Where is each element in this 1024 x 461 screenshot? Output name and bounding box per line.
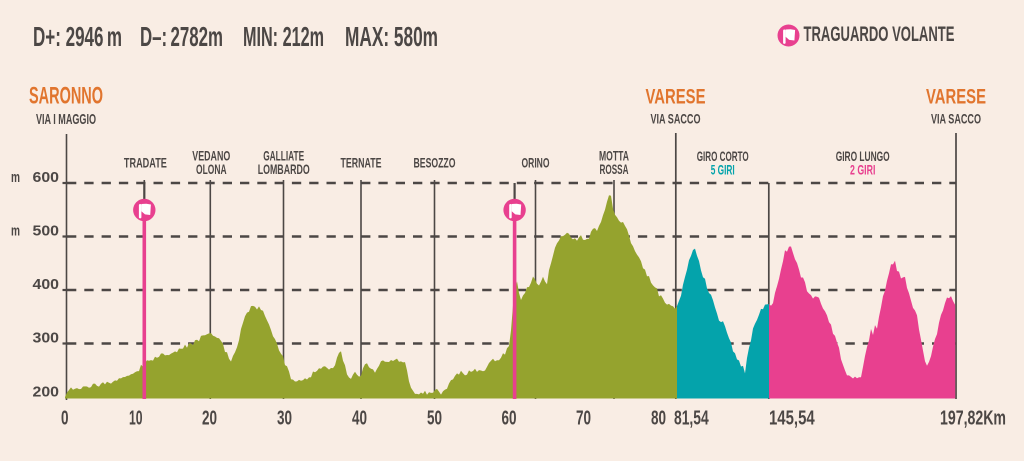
svg-text:ORINO: ORINO [522, 155, 550, 171]
svg-text:ROSSA: ROSSA [600, 161, 629, 177]
svg-text:5 GIRI: 5 GIRI [711, 162, 735, 178]
svg-text:MAX: 580m: MAX: 580m [345, 21, 438, 52]
svg-text:VIA I MAGGIO: VIA I MAGGIO [36, 111, 96, 128]
svg-text:0: 0 [61, 408, 68, 430]
svg-text:60: 60 [502, 408, 517, 430]
svg-text:GALLIATE: GALLIATE [263, 148, 304, 164]
svg-text:MOTTA: MOTTA [599, 148, 629, 164]
svg-text:145,54: 145,54 [769, 408, 815, 430]
svg-text:400: 400 [33, 276, 60, 293]
svg-text:300: 300 [33, 330, 60, 347]
svg-text:40: 40 [352, 408, 367, 430]
svg-text:m: m [11, 223, 20, 240]
svg-text:70: 70 [576, 408, 591, 430]
svg-text:VARESE: VARESE [926, 86, 986, 109]
svg-text:VIA SACCO: VIA SACCO [931, 111, 981, 127]
svg-text:TRADATE: TRADATE [124, 155, 167, 171]
svg-text:197,82Km: 197,82Km [940, 408, 1006, 430]
svg-text:VIA SACCO: VIA SACCO [651, 111, 701, 127]
svg-text:LOMBARDO: LOMBARDO [258, 161, 310, 177]
svg-text:30: 30 [277, 408, 292, 430]
svg-text:500: 500 [33, 223, 60, 240]
svg-text:80: 80 [651, 408, 666, 430]
svg-text:OLONA: OLONA [196, 161, 227, 177]
svg-text:BESOZZO: BESOZZO [414, 155, 456, 171]
svg-text:VEDANO: VEDANO [192, 148, 230, 164]
svg-text:MIN: 212m: MIN: 212m [243, 21, 324, 52]
svg-text:50: 50 [427, 408, 442, 430]
svg-text:GIRO LUNGO: GIRO LUNGO [836, 148, 890, 164]
svg-text:TERNATE: TERNATE [341, 155, 382, 171]
svg-text:SARONNO: SARONNO [29, 83, 103, 110]
svg-text:TRAGUARDO VOLANTE: TRAGUARDO VOLANTE [804, 22, 955, 46]
svg-text:m: m [11, 169, 20, 186]
svg-text:600: 600 [33, 169, 60, 186]
svg-text:VARESE: VARESE [646, 86, 706, 109]
svg-text:D+: 2946 m: D+: 2946 m [33, 21, 122, 52]
svg-text:GIRO CORTO: GIRO CORTO [697, 148, 749, 164]
svg-text:20: 20 [202, 408, 217, 430]
svg-text:81,54: 81,54 [674, 408, 709, 430]
svg-text:D–: 2782m: D–: 2782m [140, 21, 223, 52]
svg-text:10: 10 [129, 408, 143, 430]
svg-text:200: 200 [33, 384, 60, 401]
svg-text:2 GIRI: 2 GIRI [850, 162, 875, 178]
